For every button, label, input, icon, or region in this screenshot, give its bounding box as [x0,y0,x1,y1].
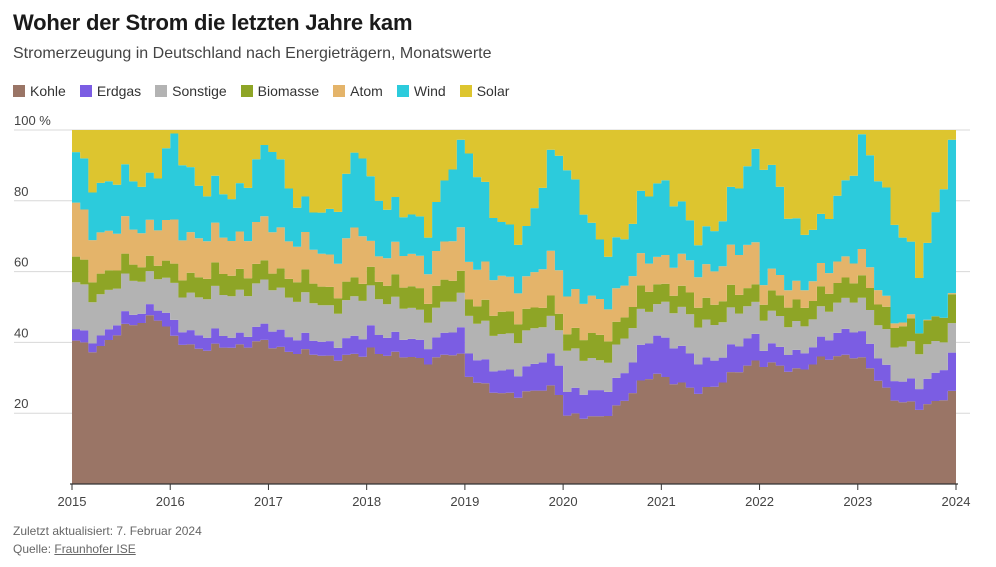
source-label: Quelle: [13,542,55,556]
legend-swatch-sonstige [155,85,168,97]
area-series-erdgas [72,304,956,419]
legend-label-sonstige: Sonstige [172,83,227,99]
legend-item-sonstige: Sonstige [155,83,227,99]
area-series-kohle [72,315,956,484]
x-tick-label-2023: 2023 [843,494,872,509]
legend-swatch-kohle [13,85,25,97]
x-tick-label-2018: 2018 [352,494,381,509]
legend-item-wind: Wind [396,83,446,99]
x-tick-label-2015: 2015 [58,494,87,509]
legend-label-wind: Wind [413,83,446,99]
x-tick-label-2017: 2017 [254,494,283,509]
legend-label-biomasse: Biomasse [257,83,320,99]
legend-label-solar: Solar [476,83,510,99]
y-tick-label-60: 60 [14,255,28,270]
x-tick-label-2020: 2020 [549,494,578,509]
legend-swatch-erdgas [79,85,92,97]
legend-label-erdgas: Erdgas [96,83,142,99]
legend: Kohle Erdgas Sonstige Biomasse Atom Wind… [13,83,509,99]
x-tick-label-2016: 2016 [156,494,185,509]
legend-swatch-biomasse [240,85,253,97]
area-series-sonstige [72,271,956,395]
legend-swatch-solar [459,85,472,97]
legend-item-erdgas: Erdgas [79,83,142,99]
last-updated-note: Zuletzt aktualisiert: 7. Februar 2024 [13,524,202,538]
legend-item-solar: Solar [459,83,510,99]
y-tick-label-80: 80 [14,184,28,199]
legend-label-atom: Atom [350,83,383,99]
stacked-area-chart: 20 40 60 80 100 % 2015 2016 2017 2018 2019 2020 202… [14,113,971,509]
x-tick-label-2024: 2024 [942,494,971,509]
area-series-solar [72,130,956,278]
source-link[interactable]: Fraunhofer ISE [54,542,136,556]
chart-subtitle: Stromerzeugung in Deutschland nach Energ… [13,45,492,62]
legend-item-kohle: Kohle [13,83,66,99]
y-tick-label-40: 40 [14,325,28,340]
x-tick-label-2022: 2022 [745,494,774,509]
x-tick-label-2019: 2019 [450,494,479,509]
y-tick-label-100: 100 % [14,113,51,128]
legend-label-kohle: Kohle [30,83,66,99]
legend-item-biomasse: Biomasse [240,83,320,99]
legend-swatch-atom [333,85,346,97]
source-note: Quelle: Fraunhofer ISE [13,542,136,556]
legend-item-atom: Atom [333,83,383,99]
area-series-atom [72,202,956,342]
x-tick-label-2021: 2021 [647,494,676,509]
legend-swatch-wind [396,85,409,97]
chart-title: Woher der Strom die letzten Jahre kam [13,10,413,35]
y-tick-label-20: 20 [14,396,28,411]
